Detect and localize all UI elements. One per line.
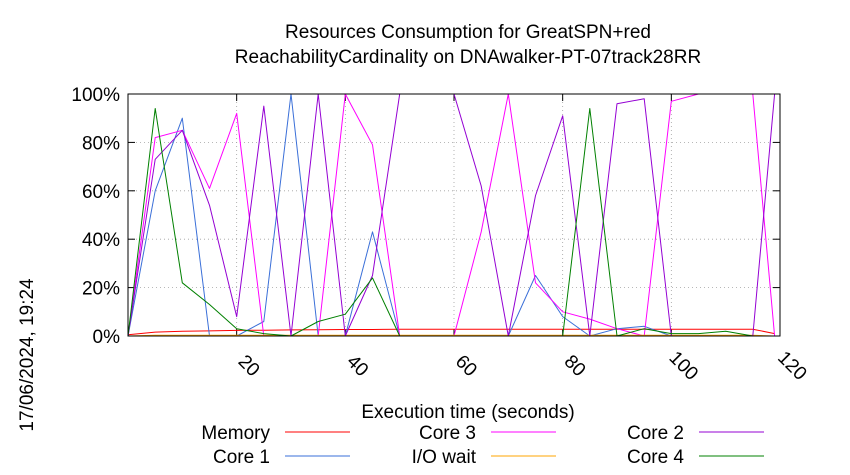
y-tick-label: 40% bbox=[82, 230, 120, 251]
x-tick-label: 20 bbox=[234, 351, 264, 381]
y-tick-label: 60% bbox=[82, 182, 120, 203]
y-tick-label: 100% bbox=[71, 85, 120, 106]
legend-label-memory: Memory bbox=[201, 423, 270, 444]
chart-title-line-1: Resources Consumption for GreatSPN+red bbox=[285, 22, 651, 43]
series-line-memory bbox=[127, 328, 775, 336]
legend-label-i-o-wait: I/O wait bbox=[412, 447, 477, 468]
x-axis-label: Execution time (seconds) bbox=[361, 402, 574, 423]
x-tick-label: 80 bbox=[560, 351, 590, 381]
plot-frame bbox=[127, 93, 781, 337]
legend-label-core-3: Core 3 bbox=[419, 423, 476, 444]
y-tick-label: 80% bbox=[82, 133, 120, 154]
y-tick-label: 0% bbox=[93, 327, 121, 348]
legend: Memory Core 1 Core 3 I/O wait Core 2 Core 4 bbox=[201, 423, 764, 468]
chart-title-line-2: ReachabilityCardinality on DNAwalker-PT-… bbox=[235, 47, 701, 68]
x-tick-label: 100 bbox=[665, 347, 702, 384]
x-tick-label: 60 bbox=[451, 351, 481, 381]
x-tick-label: 120 bbox=[773, 347, 810, 384]
legend-label-core-2: Core 2 bbox=[627, 423, 684, 444]
timestamp-label: 17/06/2024, 19:24 bbox=[17, 278, 38, 432]
series-line-core-3 bbox=[127, 93, 776, 337]
y-tick-label: 20% bbox=[82, 279, 120, 300]
grid bbox=[128, 94, 780, 336]
legend-label-core-1: Core 1 bbox=[213, 447, 270, 468]
legend-label-core-4: Core 4 bbox=[627, 447, 684, 468]
series-line-core-2 bbox=[127, 93, 776, 337]
x-tick-label: 40 bbox=[342, 351, 372, 381]
series-lines bbox=[127, 93, 776, 337]
series-line-core-1 bbox=[127, 93, 775, 337]
